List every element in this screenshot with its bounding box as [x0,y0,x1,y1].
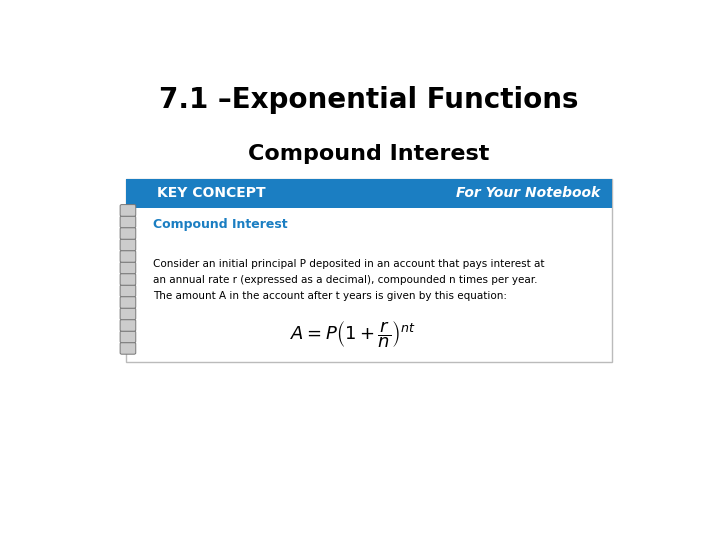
FancyBboxPatch shape [120,331,136,343]
Text: $A = P\left(1 + \dfrac{r}{n}\right)^{nt}$: $A = P\left(1 + \dfrac{r}{n}\right)^{nt}… [289,320,415,350]
Text: Compound Interest: Compound Interest [248,144,490,164]
Text: The amount A in the account after t years is given by this equation:: The amount A in the account after t year… [153,291,507,301]
FancyBboxPatch shape [120,262,136,274]
Text: Consider an initial principal P deposited in an account that pays interest at: Consider an initial principal P deposite… [153,260,544,269]
FancyBboxPatch shape [120,216,136,228]
Bar [126,179,612,207]
FancyBboxPatch shape [120,308,136,320]
FancyBboxPatch shape [120,227,136,239]
Text: KEY CONCEPT: KEY CONCEPT [157,186,266,200]
FancyBboxPatch shape [120,239,136,251]
FancyBboxPatch shape [120,205,136,216]
Text: an annual rate r (expressed as a decimal), compounded n times per year.: an annual rate r (expressed as a decimal… [153,275,538,285]
Text: For Your Notebook: For Your Notebook [456,186,600,200]
FancyBboxPatch shape [120,342,136,354]
FancyBboxPatch shape [120,285,136,296]
Text: 7.1 –Exponential Functions: 7.1 –Exponential Functions [159,86,579,114]
FancyBboxPatch shape [120,320,136,331]
FancyBboxPatch shape [120,251,136,262]
FancyBboxPatch shape [120,274,136,285]
Bar [126,179,612,362]
Text: Compound Interest: Compound Interest [153,219,288,232]
FancyBboxPatch shape [120,296,136,308]
